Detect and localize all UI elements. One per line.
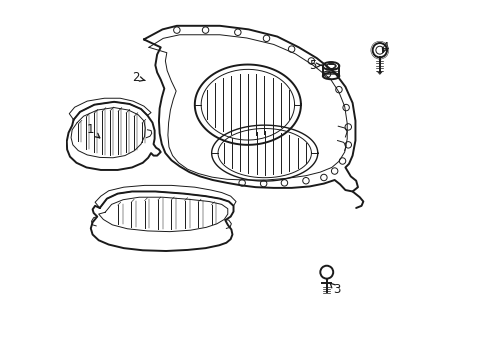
Text: 5: 5 <box>309 59 322 72</box>
Text: 2: 2 <box>132 71 145 84</box>
Text: 1: 1 <box>86 123 100 138</box>
Text: 4: 4 <box>381 41 389 54</box>
Text: 3: 3 <box>330 283 340 296</box>
